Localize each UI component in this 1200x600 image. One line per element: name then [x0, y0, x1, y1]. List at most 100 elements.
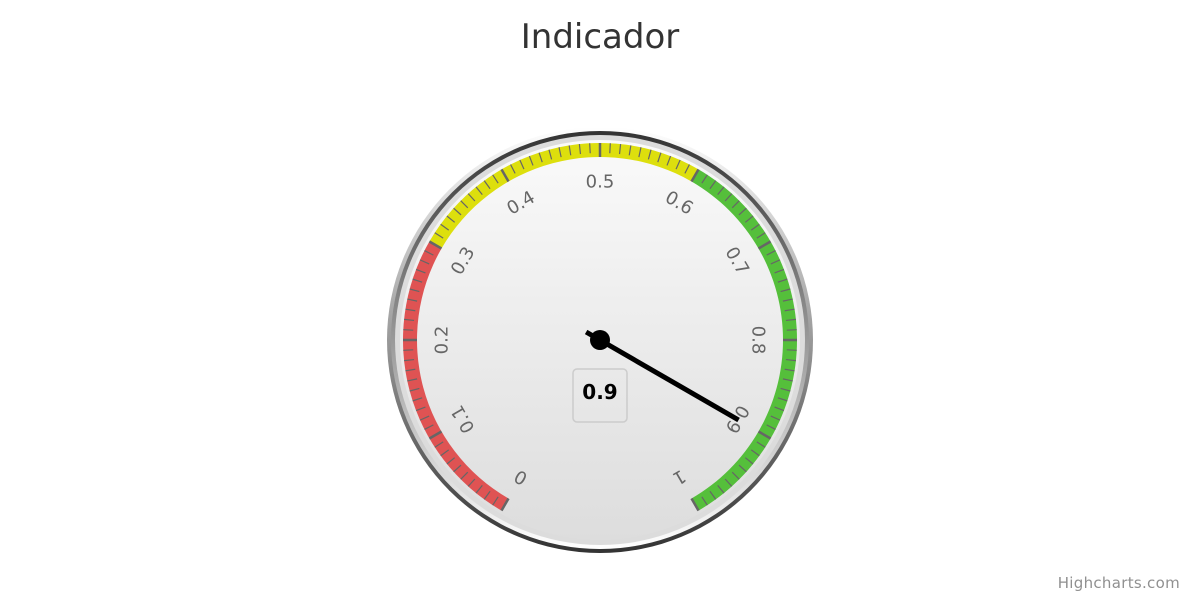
major-tick [690, 168, 700, 183]
minor-tick [403, 349, 414, 351]
major-tick [428, 240, 443, 250]
gauge-needle [584, 329, 740, 423]
minor-tick [666, 155, 672, 166]
minor-tick [424, 424, 434, 430]
major-tick [428, 430, 443, 440]
minor-tick [782, 378, 793, 382]
minor-tick [415, 406, 426, 412]
minor-tick [717, 186, 725, 196]
minor-tick [717, 484, 725, 494]
minor-tick [724, 193, 733, 202]
minor-tick [609, 143, 611, 154]
minor-tick [407, 378, 418, 382]
needle-line [584, 329, 740, 423]
minor-tick [510, 164, 516, 174]
minor-tick [558, 147, 562, 158]
minor-tick [782, 298, 793, 302]
value-data-label: 0.9 [572, 368, 628, 423]
plot-band-0 [402, 241, 509, 511]
minor-tick [483, 490, 491, 500]
minor-tick [744, 457, 754, 465]
minor-tick [731, 471, 740, 480]
minor-tick [780, 288, 791, 293]
minor-tick [405, 368, 416, 372]
minor-tick [568, 145, 572, 156]
major-tick [500, 168, 510, 183]
minor-tick [578, 144, 582, 155]
minor-tick [548, 149, 553, 160]
minor-tick [785, 318, 796, 322]
minor-tick [519, 159, 525, 170]
minor-tick [784, 368, 795, 372]
minor-tick [538, 152, 543, 163]
minor-tick [784, 308, 795, 312]
tick-label: 0.8 [748, 326, 769, 355]
minor-tick [419, 259, 430, 265]
minor-ticks [403, 143, 797, 506]
minor-tick [460, 200, 469, 209]
minor-tick [750, 449, 760, 457]
value-label-box [572, 368, 628, 423]
minor-tick [774, 406, 785, 412]
minor-tick [453, 207, 462, 216]
minor-tick [492, 174, 499, 184]
plot-bands [402, 142, 797, 511]
minor-tick [780, 387, 791, 392]
minor-tick [777, 397, 788, 402]
minor-tick [475, 484, 483, 494]
minor-tick [738, 464, 747, 473]
minor-tick [785, 358, 796, 362]
minor-tick [404, 358, 415, 362]
minor-tick [528, 155, 534, 166]
minor-tick [724, 478, 733, 487]
minor-tick [675, 159, 681, 170]
minor-tick [750, 223, 760, 231]
minor-tick [440, 223, 450, 231]
minor-tick [403, 329, 414, 331]
tick-label: 0.5 [586, 172, 615, 193]
minor-tick [412, 397, 423, 402]
minor-tick [657, 152, 662, 163]
credits-link[interactable]: Highcharts.com [1057, 574, 1180, 592]
minor-tick [638, 147, 642, 158]
minor-tick [766, 424, 776, 430]
minor-tick [618, 144, 622, 155]
minor-tick [774, 268, 785, 274]
minor-tick [415, 268, 426, 274]
minor-tick [409, 387, 420, 392]
minor-tick [709, 180, 717, 190]
minor-tick [407, 298, 418, 302]
minor-tick [709, 490, 717, 500]
minor-tick [404, 318, 415, 322]
major-tick [500, 497, 510, 512]
chart-title: Indicador [521, 17, 680, 57]
minor-tick [440, 449, 450, 457]
minor-tick [589, 143, 591, 154]
minor-tick [786, 329, 797, 331]
minor-tick [701, 174, 708, 184]
minor-tick [460, 471, 469, 480]
minor-tick [405, 308, 416, 312]
minor-tick [434, 232, 444, 239]
tick-label: 0.2 [432, 326, 453, 355]
minor-tick [467, 478, 476, 487]
plot-band-1 [429, 142, 699, 249]
minor-tick [475, 186, 483, 196]
minor-tick [738, 207, 747, 216]
minor-tick [756, 441, 766, 448]
minor-tick [467, 193, 476, 202]
minor-tick [731, 200, 740, 209]
minor-tick [770, 415, 781, 421]
minor-tick [492, 496, 499, 506]
major-tick [757, 240, 772, 250]
needle-pivot [590, 330, 610, 350]
major-tick [757, 430, 772, 440]
minor-tick [628, 145, 632, 156]
minor-tick [770, 259, 781, 265]
minor-tick [744, 215, 754, 223]
plot-band-2 [691, 169, 797, 511]
minor-tick [684, 164, 690, 174]
minor-tick [424, 250, 434, 256]
